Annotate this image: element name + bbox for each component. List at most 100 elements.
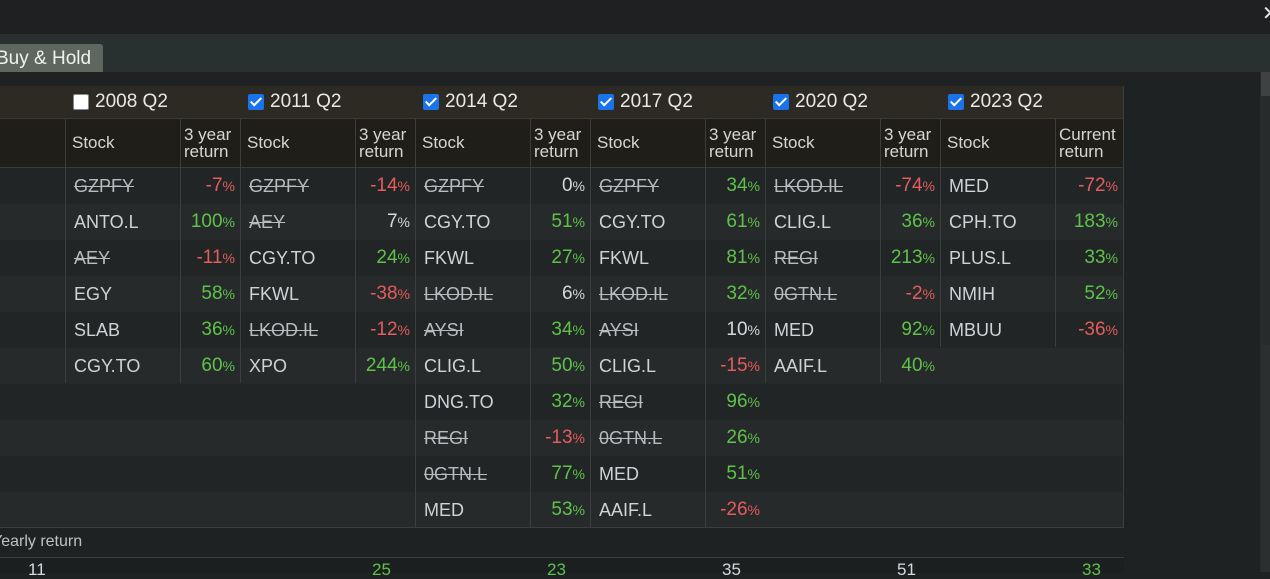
return-header-line2: return	[184, 142, 229, 161]
stock-cell[interactable]: CLIG.L	[774, 212, 832, 232]
percent-sign: %	[747, 178, 760, 194]
stock-cell[interactable]: EGY	[74, 284, 113, 304]
period-header-2020-q2[interactable]: 2020 Q2	[773, 86, 868, 118]
stock-cell[interactable]: DNG.TO	[424, 392, 494, 412]
percent-sign: %	[922, 322, 935, 338]
top-bar	[0, 0, 1270, 34]
return-header-line2: return	[534, 142, 579, 161]
close-icon[interactable]: ✕	[1262, 4, 1270, 24]
percent-sign: %	[1105, 250, 1118, 266]
period-checkbox[interactable]	[773, 94, 789, 110]
return-cell: 33%	[1055, 240, 1123, 276]
stock-cell[interactable]: REGI	[599, 392, 644, 412]
return-header-line1: 3 year	[534, 125, 582, 144]
period-label: 2017 Q2	[620, 91, 693, 112]
vertical-scrollbar[interactable]	[1260, 72, 1270, 572]
period-header-2017-q2[interactable]: 2017 Q2	[598, 86, 693, 118]
stock-cell[interactable]: CGY.TO	[599, 212, 666, 232]
stock-cell[interactable]: CGY.TO	[74, 356, 141, 376]
stock-cell[interactable]: LKOD.IL	[424, 284, 494, 304]
return-cell: 53%	[530, 492, 590, 528]
stock-cell[interactable]: AEY	[74, 248, 111, 268]
period-checkbox[interactable]	[423, 94, 439, 110]
return-cell: -2%	[880, 276, 940, 312]
return-value: 81	[726, 247, 748, 268]
stock-cell[interactable]: XPO	[249, 356, 288, 376]
return-value: 51	[551, 211, 573, 232]
return-value: 77	[551, 463, 573, 484]
stock-cell[interactable]: LKOD.IL	[249, 320, 319, 340]
stock-column-header: Stock	[772, 133, 815, 152]
stock-cell[interactable]: MED	[424, 500, 464, 520]
stock-cell[interactable]: MED	[774, 320, 814, 340]
column-divider	[65, 119, 66, 383]
stock-cell[interactable]: CPH.TO	[949, 212, 1017, 232]
percent-sign: %	[747, 250, 760, 266]
stock-cell[interactable]: 0GTN.L	[424, 464, 488, 484]
stock-cell[interactable]: AAIF.L	[774, 356, 828, 376]
period-checkbox[interactable]	[248, 94, 264, 110]
yearly-return-value: 33	[1082, 560, 1101, 579]
stock-cell[interactable]: GZPFY	[249, 176, 310, 196]
period-header-2023-q2[interactable]: 2023 Q2	[948, 86, 1043, 118]
stock-cell[interactable]: MED	[599, 464, 639, 484]
stock-cell[interactable]: NMIH	[949, 284, 995, 304]
return-value: 7	[386, 211, 398, 232]
return-value: 40	[901, 355, 923, 376]
stock-cell[interactable]: AYSI	[599, 320, 639, 340]
stock-cell[interactable]: PLUS.L	[949, 248, 1012, 268]
stock-cell[interactable]: 0GTN.L	[599, 428, 663, 448]
stock-cell[interactable]: FKWL	[599, 248, 650, 268]
period-checkbox[interactable]	[598, 94, 614, 110]
stock-cell[interactable]: SLAB	[74, 320, 121, 340]
stock-cell[interactable]: MED	[949, 176, 989, 196]
return-column-header: 3 year return	[880, 119, 940, 167]
stock-cell[interactable]: FKWL	[249, 284, 300, 304]
return-header-line1: 3 year	[884, 125, 932, 144]
percent-sign: %	[747, 322, 760, 338]
return-value: 92	[901, 319, 923, 340]
scrollbar-thumb[interactable]	[1261, 72, 1270, 96]
stock-cell[interactable]: CGY.TO	[424, 212, 491, 232]
percent-sign: %	[572, 286, 585, 302]
stock-cell[interactable]: REGI	[424, 428, 469, 448]
stock-cell[interactable]: GZPFY	[74, 176, 135, 196]
return-cell: -72%	[1055, 168, 1123, 204]
stock-cell[interactable]: AYSI	[424, 320, 464, 340]
period-checkbox[interactable]	[73, 94, 89, 110]
period-header-2014-q2[interactable]: 2014 Q2	[423, 86, 518, 118]
stock-cell[interactable]: MBUU	[949, 320, 1002, 340]
return-cell: 244%	[355, 348, 415, 384]
stock-cell[interactable]: GZPFY	[424, 176, 485, 196]
return-cell: -26%	[705, 492, 765, 528]
percent-sign: %	[922, 178, 935, 194]
return-cell: 183%	[1055, 204, 1123, 240]
stock-cell[interactable]: GZPFY	[599, 176, 660, 196]
stock-cell[interactable]: FKWL	[424, 248, 475, 268]
percent-sign: %	[222, 178, 235, 194]
stock-cell[interactable]: LKOD.IL	[599, 284, 669, 304]
stock-cell[interactable]: REGI	[774, 248, 819, 268]
return-cell: -74%	[880, 168, 940, 204]
period-header-2011-q2[interactable]: 2011 Q2	[248, 86, 341, 118]
stock-cell[interactable]: AAIF.L	[599, 500, 653, 520]
tab-bar	[0, 34, 1270, 72]
return-value: 96	[726, 391, 748, 412]
return-value: -2	[905, 283, 923, 304]
tab-buy-and-hold[interactable]: Buy & Hold	[0, 44, 103, 72]
stock-cell[interactable]: ANTO.L	[74, 212, 139, 232]
stock-cell[interactable]: 0GTN.L	[774, 284, 838, 304]
return-cell: 7%	[355, 204, 415, 240]
percent-sign: %	[397, 286, 410, 302]
column-divider	[415, 119, 416, 527]
stock-cell[interactable]: CLIG.L	[599, 356, 657, 376]
percent-sign: %	[222, 250, 235, 266]
stock-cell[interactable]: LKOD.IL	[774, 176, 844, 196]
stock-cell[interactable]: CLIG.L	[424, 356, 482, 376]
period-checkbox[interactable]	[948, 94, 964, 110]
percent-sign: %	[747, 502, 760, 518]
stock-cell[interactable]: AEY	[249, 212, 286, 232]
stock-cell[interactable]: CGY.TO	[249, 248, 316, 268]
period-header-2008-q2[interactable]: 2008 Q2	[73, 86, 168, 118]
percent-sign: %	[572, 394, 585, 410]
